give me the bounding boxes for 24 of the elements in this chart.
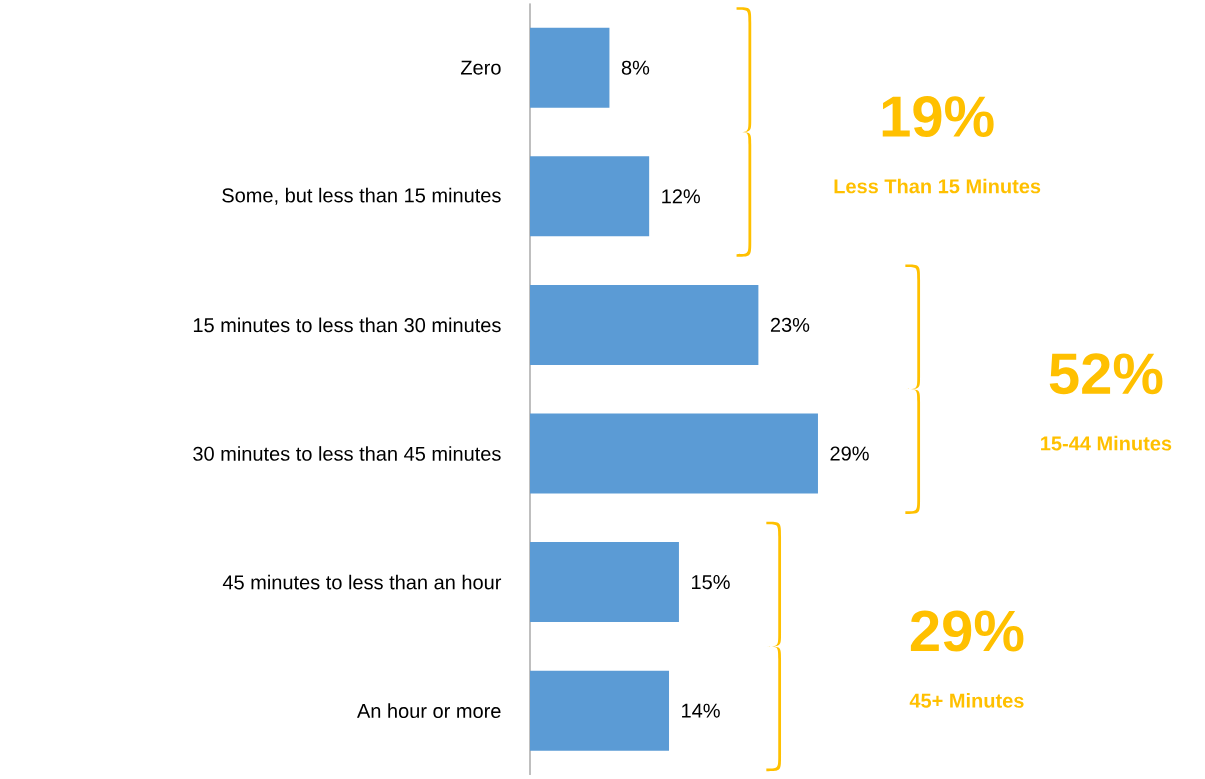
data-label: 29% bbox=[830, 446, 869, 461]
bar bbox=[530, 27, 610, 108]
bar bbox=[530, 156, 650, 237]
data-label: 14% bbox=[682, 703, 720, 718]
data-label: 8% bbox=[621, 60, 650, 75]
bar bbox=[530, 542, 679, 623]
bar bbox=[530, 670, 670, 751]
text: Less Than 15 Minutes bbox=[834, 178, 1041, 194]
y-tick-label: An hour or more bbox=[356, 703, 501, 719]
text: 15-44 Minutes bbox=[1041, 435, 1172, 451]
text: 52% bbox=[1049, 353, 1163, 395]
text: 19% bbox=[882, 96, 994, 138]
y-tick-label: Some, but less than 15 minutes bbox=[222, 187, 501, 205]
y-tick-label: 45 minutes to less than an hour bbox=[222, 574, 502, 590]
data-label: 23% bbox=[770, 317, 810, 332]
data-label: 15% bbox=[692, 575, 730, 590]
bar bbox=[530, 413, 818, 494]
text: 45+ Minutes bbox=[909, 693, 1024, 708]
y-tick-label: Zero bbox=[460, 60, 501, 75]
text: 29% bbox=[910, 610, 1024, 652]
data-label: 12% bbox=[662, 189, 700, 204]
bar bbox=[530, 284, 759, 365]
y-tick-label: 30 minutes to less than 45 minutes bbox=[193, 446, 501, 461]
y-tick-label: 15 minutes to less than 30 minutes bbox=[193, 317, 501, 333]
